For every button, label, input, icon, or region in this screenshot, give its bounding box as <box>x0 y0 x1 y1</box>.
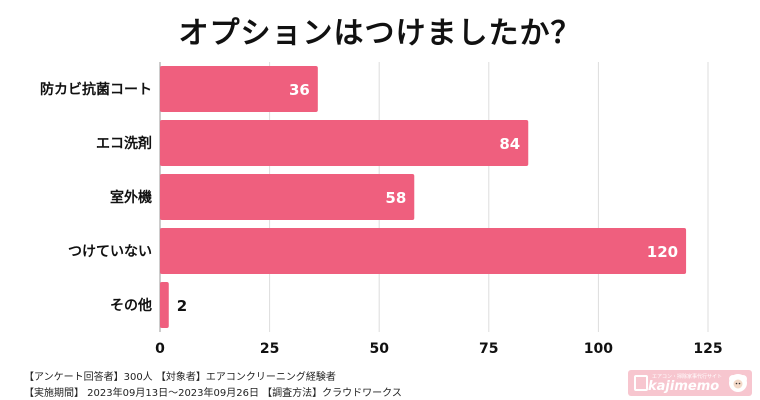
footer-survey-period: 【実施期間】 2023年09月13日～2023年09月26日 【調査方法】クラウ… <box>24 388 402 399</box>
bar <box>160 120 529 166</box>
x-tick-label: 75 <box>479 341 498 357</box>
footer-survey-info: 【アンケート回答者】300人 【対象者】エアコンクリーニング経験者 <box>24 372 336 383</box>
data-label: 2 <box>177 297 187 315</box>
bars: 36 84 58 120 2 <box>160 66 687 328</box>
category-label: 防カビ抗菌コート <box>40 81 152 98</box>
chart-title: オプションはつけましたか？ <box>178 16 582 51</box>
category-label: エコ洗剤 <box>96 135 152 152</box>
category-label: 室外機 <box>110 189 152 206</box>
bar <box>160 66 318 112</box>
data-label: 58 <box>385 189 406 207</box>
bar <box>160 228 687 274</box>
logo-text: kajimemo <box>648 379 720 394</box>
x-tick-labels: 0 25 50 75 100 125 <box>155 341 722 357</box>
x-tick-label: 100 <box>584 341 613 357</box>
x-tick-label: 50 <box>369 341 389 357</box>
bar <box>160 282 169 328</box>
logo-frame-icon <box>634 375 648 391</box>
category-label: つけていない <box>68 244 152 260</box>
logo-tagline: エアコン・掃除家事代行サイト <box>652 374 723 380</box>
data-label: 84 <box>499 135 520 153</box>
bar <box>160 174 415 220</box>
category-label: その他 <box>110 297 152 314</box>
x-tick-label: 25 <box>260 341 279 357</box>
data-label: 36 <box>289 81 310 99</box>
sheep-mascot-icon <box>729 374 747 392</box>
data-label: 120 <box>647 243 678 261</box>
x-tick-label: 125 <box>693 341 722 357</box>
kajimemo-logo: エアコン・掃除家事代行サイト kajimemo <box>628 370 752 396</box>
x-tick-label: 0 <box>155 341 165 357</box>
